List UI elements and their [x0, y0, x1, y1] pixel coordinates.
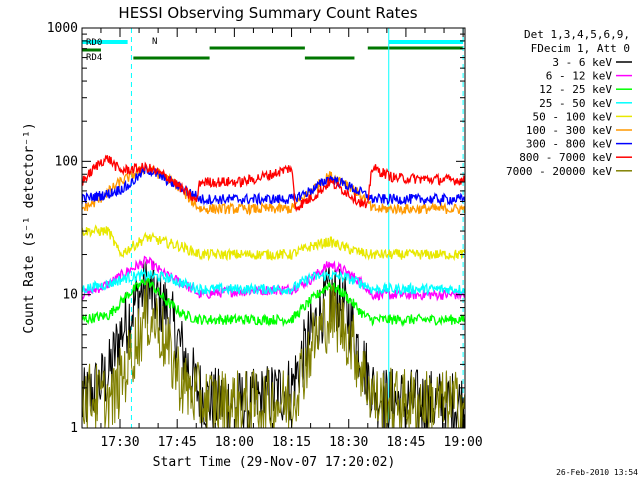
x-tick-label: 19:00 — [444, 435, 483, 450]
series-line — [82, 280, 465, 428]
x-axis-label: Start Time (29-Nov-07 17:20:02) — [153, 455, 396, 470]
chart-title: HESSI Observing Summary Count Rates — [118, 4, 417, 22]
series-line — [82, 276, 465, 328]
legend-entry-label: 25 - 50 keV — [539, 97, 612, 110]
legend-entry-label: 7000 - 20000 keV — [506, 165, 612, 178]
timestamp: 26-Feb-2010 13:54 — [556, 468, 638, 477]
series-line — [82, 154, 465, 213]
legend-entry-label: 300 - 800 keV — [526, 138, 612, 151]
rd0-label: RD0 — [86, 38, 102, 48]
legend-entry-label: 6 - 12 keV — [546, 70, 613, 83]
legend-header-line-1: Det 1,3,4,5,6,9, — [524, 28, 630, 41]
night-label: N — [152, 37, 157, 47]
y-axis-label: Count Rate (s⁻¹ detector⁻¹) — [22, 122, 37, 333]
series-line — [82, 224, 465, 262]
legend-entry-label: 800 - 7000 keV — [519, 151, 612, 164]
y-tick-label: 1 — [70, 421, 78, 436]
rd4-label: RD4 — [86, 53, 102, 63]
x-tick-label: 17:45 — [158, 435, 197, 450]
x-tick-label: 18:45 — [386, 435, 425, 450]
legend-entry-label: 50 - 100 keV — [533, 110, 613, 123]
x-tick-label: 18:30 — [329, 435, 368, 450]
y-axis: 1 10 100 1000 — [47, 21, 465, 436]
legend: Det 1,3,4,5,6,9, FDecim 1, Att 0 3 - 6 k… — [506, 28, 632, 178]
legend-entry-label: 12 - 25 keV — [539, 83, 612, 96]
plot-area — [82, 28, 465, 428]
y-tick-label: 10 — [62, 288, 78, 303]
legend-entry-label: 100 - 300 keV — [526, 124, 612, 137]
x-axis: 17:30 17:45 18:00 18:15 18:30 18:45 19:00 — [100, 28, 483, 450]
x-tick-label: 18:00 — [215, 435, 254, 450]
legend-header-line-2: FDecim 1, Att 0 — [531, 42, 630, 55]
series-line — [82, 268, 465, 297]
x-tick-label: 18:15 — [272, 435, 311, 450]
y-tick-label: 100 — [55, 154, 78, 169]
legend-entry-label: 3 - 6 keV — [552, 56, 612, 69]
x-tick-label: 17:30 — [100, 435, 139, 450]
plot-frame — [81, 27, 466, 429]
series-line — [82, 163, 465, 207]
y-tick-label: 1000 — [47, 21, 78, 36]
